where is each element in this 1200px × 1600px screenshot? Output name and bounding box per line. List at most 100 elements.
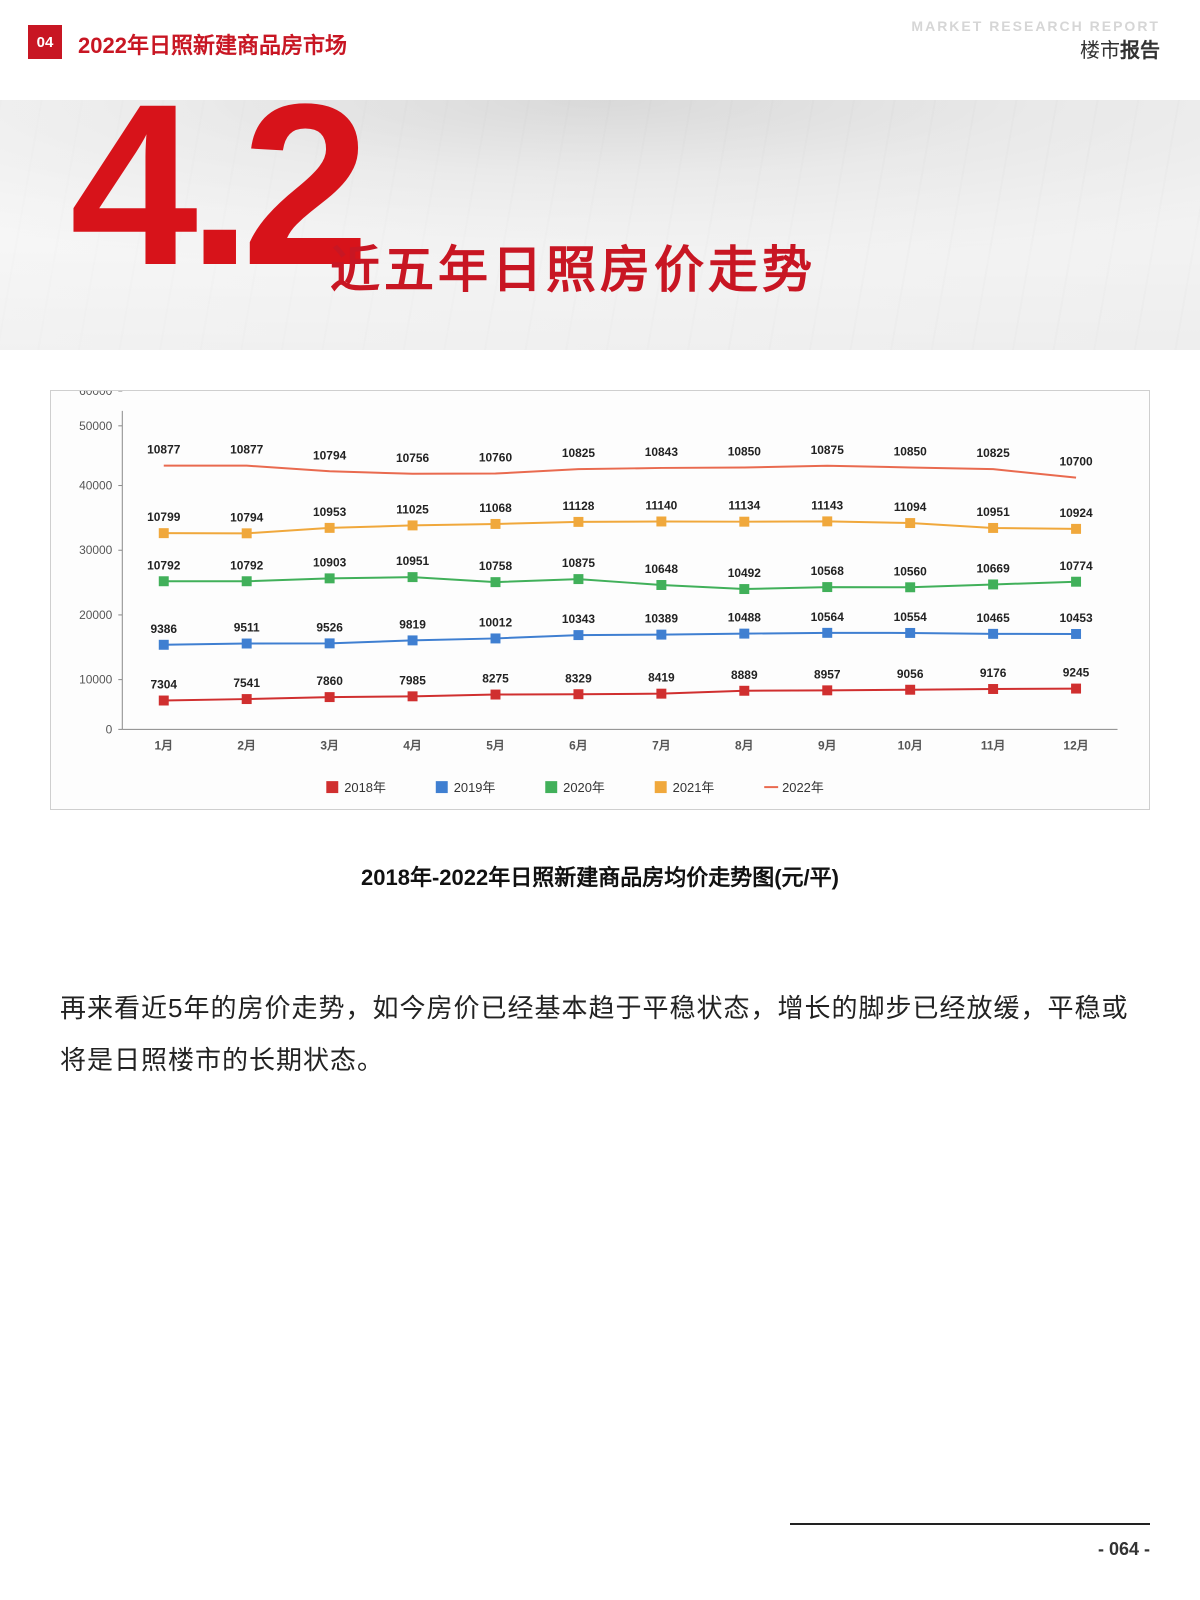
page-header: 04 2022年日照新建商品房市场 MARKET RESEARCH REPORT… bbox=[0, 0, 1200, 70]
svg-text:10792: 10792 bbox=[147, 558, 181, 572]
section-number-badge: 04 bbox=[28, 25, 62, 59]
chart-svg: 0 10000 20000 30000 40000 50000 60000 1月 2月 3月 4月 5… bbox=[51, 391, 1149, 809]
svg-text:10389: 10389 bbox=[645, 612, 679, 626]
svg-text:11094: 11094 bbox=[894, 500, 927, 514]
svg-text:10492: 10492 bbox=[728, 566, 762, 580]
svg-text:9245: 9245 bbox=[1063, 666, 1090, 680]
svg-text:6月: 6月 bbox=[569, 738, 588, 752]
svg-text:10825: 10825 bbox=[977, 446, 1011, 460]
svg-text:9526: 9526 bbox=[316, 620, 343, 634]
svg-text:9819: 9819 bbox=[399, 617, 426, 631]
banner-number: 4.2 bbox=[70, 100, 360, 300]
svg-text:10488: 10488 bbox=[728, 611, 762, 625]
svg-text:9月: 9月 bbox=[818, 738, 837, 752]
svg-text:8957: 8957 bbox=[814, 667, 841, 681]
section-banner: 4.2 近五年日照房价走势 bbox=[0, 100, 1200, 350]
header-title: 2022年日照新建商品房市场 bbox=[78, 28, 347, 60]
svg-text:10794: 10794 bbox=[313, 448, 347, 462]
svg-text:8419: 8419 bbox=[648, 671, 675, 685]
svg-text:2022年: 2022年 bbox=[782, 780, 824, 795]
svg-text:11068: 11068 bbox=[479, 501, 512, 515]
svg-text:10554: 10554 bbox=[894, 610, 928, 624]
svg-text:50000: 50000 bbox=[79, 419, 113, 433]
svg-text:10774: 10774 bbox=[1059, 559, 1093, 573]
svg-text:10343: 10343 bbox=[562, 612, 596, 626]
svg-text:2月: 2月 bbox=[237, 738, 256, 752]
svg-text:10825: 10825 bbox=[562, 446, 596, 460]
svg-text:40000: 40000 bbox=[79, 479, 113, 493]
svg-text:10465: 10465 bbox=[977, 611, 1011, 625]
page-rule bbox=[790, 1523, 1150, 1525]
svg-text:5月: 5月 bbox=[486, 738, 505, 752]
svg-text:4月: 4月 bbox=[403, 738, 422, 752]
svg-text:10850: 10850 bbox=[728, 445, 762, 459]
svg-text:8329: 8329 bbox=[565, 671, 592, 685]
svg-text:8275: 8275 bbox=[482, 672, 509, 686]
svg-text:10012: 10012 bbox=[479, 615, 513, 629]
svg-text:10453: 10453 bbox=[1059, 611, 1093, 625]
header-chinese: 楼市报告 bbox=[911, 34, 1160, 63]
svg-text:10000: 10000 bbox=[79, 673, 113, 687]
svg-text:2021年: 2021年 bbox=[673, 780, 715, 795]
svg-text:0: 0 bbox=[106, 722, 113, 736]
svg-text:7985: 7985 bbox=[399, 673, 426, 687]
svg-text:10951: 10951 bbox=[396, 554, 430, 568]
svg-text:10564: 10564 bbox=[811, 610, 845, 624]
svg-text:10903: 10903 bbox=[313, 555, 347, 569]
svg-text:11025: 11025 bbox=[396, 502, 429, 516]
svg-text:10843: 10843 bbox=[645, 445, 679, 459]
svg-text:60000: 60000 bbox=[79, 391, 113, 398]
svg-text:3月: 3月 bbox=[320, 738, 339, 752]
svg-text:10568: 10568 bbox=[811, 564, 845, 578]
svg-text:11月: 11月 bbox=[981, 738, 1006, 752]
header-cn-prefix: 楼市 bbox=[1080, 40, 1120, 62]
svg-text:10799: 10799 bbox=[147, 510, 181, 524]
svg-text:10877: 10877 bbox=[230, 443, 264, 457]
svg-text:8月: 8月 bbox=[735, 738, 754, 752]
svg-text:10953: 10953 bbox=[313, 505, 347, 519]
svg-text:10月: 10月 bbox=[898, 738, 923, 752]
svg-text:30000: 30000 bbox=[79, 543, 113, 557]
chart-caption: 2018年-2022年日照新建商品房均价走势图(元/平) bbox=[0, 860, 1200, 892]
svg-text:10792: 10792 bbox=[230, 558, 264, 572]
svg-text:20000: 20000 bbox=[79, 608, 113, 622]
svg-text:1月: 1月 bbox=[154, 738, 173, 752]
header-english: MARKET RESEARCH REPORT bbox=[911, 18, 1160, 34]
svg-text:9056: 9056 bbox=[897, 667, 924, 681]
svg-text:10758: 10758 bbox=[479, 559, 513, 573]
svg-text:2019年: 2019年 bbox=[454, 780, 496, 795]
svg-text:9511: 9511 bbox=[234, 621, 260, 635]
svg-text:10794: 10794 bbox=[230, 510, 264, 524]
svg-text:10756: 10756 bbox=[396, 451, 430, 465]
price-trend-chart: 0 10000 20000 30000 40000 50000 60000 1月 2月 3月 4月 5… bbox=[50, 390, 1150, 810]
svg-text:7541: 7541 bbox=[233, 676, 260, 690]
svg-text:2018年: 2018年 bbox=[344, 780, 386, 795]
svg-text:10875: 10875 bbox=[562, 556, 596, 570]
page-number: - 064 - bbox=[1098, 1539, 1150, 1560]
svg-text:9176: 9176 bbox=[980, 666, 1007, 680]
svg-text:7304: 7304 bbox=[150, 678, 177, 692]
svg-text:10850: 10850 bbox=[894, 445, 928, 459]
svg-text:10669: 10669 bbox=[977, 562, 1011, 576]
svg-text:7月: 7月 bbox=[652, 738, 671, 752]
svg-text:12月: 12月 bbox=[1063, 738, 1088, 752]
svg-text:9386: 9386 bbox=[150, 622, 177, 636]
svg-text:10760: 10760 bbox=[479, 451, 513, 465]
svg-text:10951: 10951 bbox=[977, 505, 1011, 519]
svg-text:11134: 11134 bbox=[728, 499, 760, 513]
svg-text:10648: 10648 bbox=[645, 562, 679, 576]
header-cn-bold: 报告 bbox=[1120, 40, 1160, 62]
svg-text:11128: 11128 bbox=[562, 499, 594, 513]
svg-text:11140: 11140 bbox=[645, 499, 677, 513]
body-paragraph: 再来看近5年的房价走势，如今房价已经基本趋于平稳状态，增长的脚步已经放缓，平稳或… bbox=[60, 982, 1140, 1086]
svg-text:8889: 8889 bbox=[731, 668, 758, 682]
svg-text:7860: 7860 bbox=[316, 674, 343, 688]
svg-text:10875: 10875 bbox=[811, 443, 845, 457]
svg-text:2020年: 2020年 bbox=[563, 780, 605, 795]
svg-text:10924: 10924 bbox=[1059, 506, 1093, 520]
svg-text:10560: 10560 bbox=[894, 564, 928, 578]
header-right: MARKET RESEARCH REPORT 楼市报告 bbox=[911, 18, 1160, 63]
svg-text:10877: 10877 bbox=[147, 443, 181, 457]
svg-text:11143: 11143 bbox=[811, 498, 843, 512]
svg-text:10700: 10700 bbox=[1059, 455, 1093, 469]
